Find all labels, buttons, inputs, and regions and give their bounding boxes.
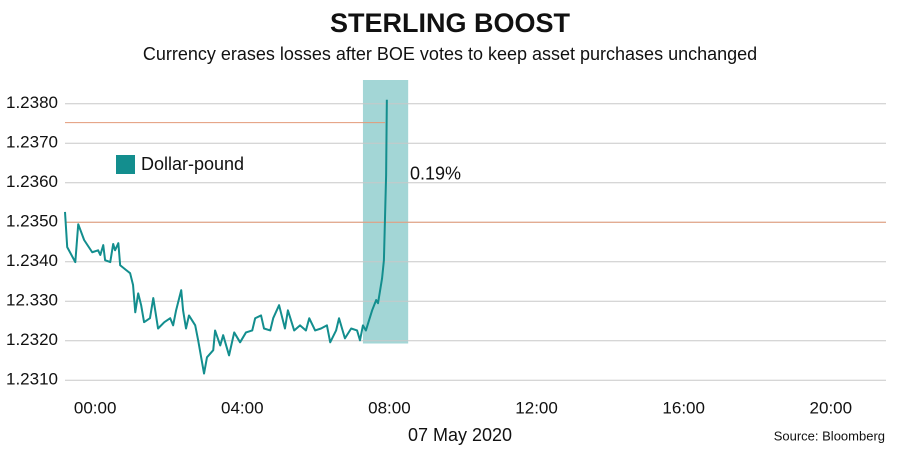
y-tick-label: 1.2380	[6, 93, 58, 112]
x-tick-label: 04:00	[221, 398, 264, 417]
legend-label: Dollar-pound	[141, 154, 244, 174]
y-tick-label: 1.2370	[6, 133, 58, 152]
x-axis-label: 07 May 2020	[408, 425, 512, 445]
x-tick-label: 12:00	[515, 398, 558, 417]
chart-title: STERLING BOOST	[330, 8, 571, 38]
source: Source: Bloomberg	[774, 428, 885, 443]
annotation: 0.19%	[410, 164, 461, 184]
y-tick-label: 1.2340	[6, 251, 58, 270]
chart-subtitle: Currency erases losses after BOE votes t…	[143, 44, 757, 64]
y-tick-label: 1.2350	[6, 212, 58, 231]
y-tick-label: 1.2310	[6, 370, 58, 389]
legend-swatch	[116, 155, 135, 174]
y-tick-label: 1.2360	[6, 172, 58, 191]
x-tick-label: 16:00	[662, 398, 705, 417]
y-tick-label: 12.330	[6, 291, 58, 310]
x-tick-label: 20:00	[810, 398, 853, 417]
data-line	[64, 99, 388, 375]
x-tick-label: 08:00	[368, 398, 411, 417]
y-tick-label: 1.2320	[6, 330, 58, 349]
x-tick-label: 00:00	[74, 398, 117, 417]
